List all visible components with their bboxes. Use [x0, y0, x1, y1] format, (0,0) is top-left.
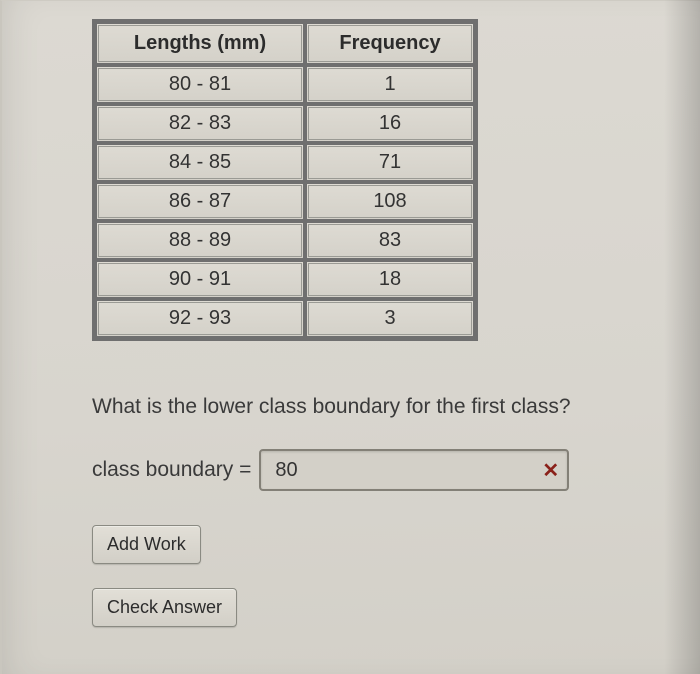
answer-input-box: ✕ [259, 449, 569, 491]
cell-freq: 3 [305, 299, 475, 338]
cell-freq: 71 [305, 143, 475, 182]
worksheet-page: Lengths (mm) Frequency 80 - 81 1 82 - 83… [0, 0, 700, 674]
answer-label: class boundary = [92, 458, 251, 482]
incorrect-icon: ✕ [542, 458, 559, 483]
button-stack: Add Work Check Answer [92, 491, 688, 627]
table-row: 90 - 91 18 [95, 260, 475, 299]
table-row: 82 - 83 16 [95, 104, 475, 143]
cell-length: 92 - 93 [95, 299, 305, 338]
answer-input[interactable] [273, 458, 542, 483]
table-row: 86 - 87 108 [95, 182, 475, 221]
table-body: 80 - 81 1 82 - 83 16 84 - 85 71 86 - 87 … [95, 65, 475, 338]
table-row: 88 - 89 83 [95, 221, 475, 260]
table-row: 92 - 93 3 [95, 299, 475, 338]
cell-freq: 18 [305, 260, 475, 299]
cell-length: 82 - 83 [95, 104, 305, 143]
table-row: 80 - 81 1 [95, 65, 475, 104]
check-answer-button[interactable]: Check Answer [92, 588, 237, 627]
cell-freq: 108 [305, 182, 475, 221]
cell-length: 86 - 87 [95, 182, 305, 221]
answer-row: class boundary = ✕ [92, 449, 688, 491]
frequency-table: Lengths (mm) Frequency 80 - 81 1 82 - 83… [92, 19, 478, 341]
header-lengths: Lengths (mm) [95, 22, 305, 65]
cell-length: 88 - 89 [95, 221, 305, 260]
question-text: What is the lower class boundary for the… [92, 395, 688, 419]
cell-freq: 1 [305, 65, 475, 104]
table-row: 84 - 85 71 [95, 143, 475, 182]
table-header-row: Lengths (mm) Frequency [95, 22, 475, 65]
header-frequency: Frequency [305, 22, 475, 65]
cell-freq: 83 [305, 221, 475, 260]
add-work-button[interactable]: Add Work [92, 525, 201, 564]
cell-length: 80 - 81 [95, 65, 305, 104]
cell-length: 90 - 91 [95, 260, 305, 299]
cell-length: 84 - 85 [95, 143, 305, 182]
cell-freq: 16 [305, 104, 475, 143]
